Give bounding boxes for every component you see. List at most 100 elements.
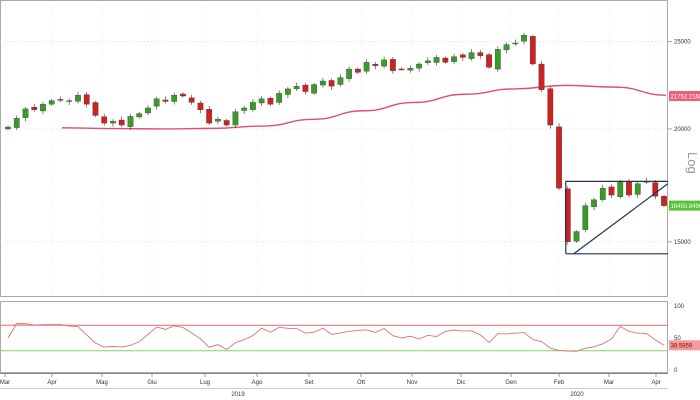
- candle-down: [355, 68, 361, 73]
- axis-labels: 15000 20000 25000 100 50 0 Mar Apr Mag Giu Lug Ago S…: [0, 39, 691, 398]
- candle-up: [40, 104, 46, 112]
- candle-up: [285, 88, 291, 95]
- candle-down: [608, 186, 615, 196]
- candle-up: [573, 231, 580, 242]
- candle-up: [634, 183, 641, 195]
- candle-up: [433, 57, 440, 63]
- candle-down: [538, 63, 545, 90]
- candle-down: [206, 109, 213, 124]
- candle-up: [153, 98, 160, 107]
- rsi-badge-bg: [669, 340, 700, 351]
- year-label: 2019: [231, 392, 245, 398]
- price-panel: [0, 0, 668, 297]
- candle-down: [626, 181, 632, 196]
- candle-up: [22, 108, 29, 118]
- candle-up: [75, 94, 81, 102]
- rsi-tick-label: 100: [674, 304, 685, 310]
- candle-up: [66, 100, 73, 102]
- candle-up: [136, 113, 143, 118]
- candle-up: [48, 100, 55, 105]
- candle-up: [451, 56, 457, 62]
- candle-down: [529, 36, 536, 65]
- candle-down: [267, 98, 274, 105]
- candle-down: [661, 196, 667, 206]
- candle-up: [171, 94, 178, 102]
- last-price-badge: 16450.8496: [671, 204, 700, 210]
- candle-up: [617, 181, 624, 197]
- date-tick-label: Nov: [407, 380, 418, 386]
- candle-down: [442, 57, 449, 63]
- candle-up: [424, 60, 431, 63]
- candle-up: [5, 126, 11, 130]
- candle-down: [564, 188, 571, 242]
- date-tick-label: Mag: [96, 380, 108, 386]
- candle-down: [188, 97, 195, 103]
- date-tick-label: Mar: [604, 380, 614, 386]
- candle-up: [232, 111, 239, 126]
- candle-down: [302, 84, 309, 92]
- candle-up: [381, 59, 387, 67]
- rsi-panel: [0, 301, 668, 373]
- candle-up: [293, 86, 300, 90]
- price-tick-label: 25000: [674, 39, 691, 45]
- date-tick-label: Set: [304, 380, 313, 386]
- candle-down: [118, 119, 125, 126]
- candle-up: [145, 107, 151, 114]
- candle-down: [92, 102, 99, 116]
- moving-average-line: [61, 84, 667, 130]
- candle-up: [599, 187, 606, 200]
- rising-trendline: [573, 183, 669, 255]
- candle-down: [486, 54, 492, 68]
- candle-up: [258, 98, 265, 104]
- candle-down: [101, 116, 108, 124]
- date-tick-label: Giu: [147, 380, 156, 386]
- candle-up: [337, 77, 344, 85]
- date-tick-label: Feb: [554, 380, 565, 386]
- date-tick-label: Gen: [505, 380, 516, 386]
- candle-down: [223, 120, 230, 126]
- log-scale-label: Log: [685, 152, 700, 174]
- candle-down: [389, 59, 396, 71]
- last-price-badge-bg: [669, 200, 700, 211]
- price-tick-label: 20000: [674, 127, 691, 133]
- candle-down: [398, 68, 405, 71]
- candle-up: [363, 62, 370, 72]
- date-tick-label: Ott: [357, 380, 365, 386]
- date-tick-label: Apr: [651, 380, 660, 386]
- candle-up: [110, 121, 116, 124]
- candle-up: [468, 52, 475, 59]
- value-badges: 21752.2168 16450.8496 38.5959: [669, 91, 700, 351]
- candle-up: [591, 199, 597, 207]
- candle-down: [197, 102, 204, 110]
- rsi-layer: [0, 323, 668, 352]
- candle-up: [494, 49, 501, 70]
- candle-down: [652, 182, 659, 197]
- candle-down: [162, 99, 169, 102]
- year-label: 2020: [570, 392, 584, 398]
- candle-up: [241, 107, 248, 111]
- candle-up: [13, 118, 20, 128]
- candle-up: [582, 205, 589, 230]
- date-tick-label: Mar: [0, 380, 10, 386]
- rsi-line: [7, 323, 665, 352]
- moving-average-layer: [61, 84, 667, 130]
- grid-lines: [0, 4, 672, 377]
- candle-up: [521, 35, 527, 42]
- candle-up: [276, 93, 283, 103]
- candle-down: [459, 54, 466, 58]
- candle-up: [250, 102, 256, 110]
- candle-down: [180, 93, 186, 97]
- candle-down: [31, 106, 38, 110]
- candle-down: [372, 63, 379, 66]
- price-tick-label: 15000: [674, 240, 691, 246]
- candle-up: [512, 42, 519, 45]
- rsi-badge: 38.5959: [671, 344, 693, 350]
- date-tick-label: Apr: [47, 380, 56, 386]
- candle-down: [556, 126, 562, 189]
- candle-up: [503, 44, 510, 51]
- date-tick-label: Lug: [200, 380, 210, 386]
- pattern-layer: [565, 180, 669, 255]
- candle-down: [328, 80, 335, 87]
- candle-down: [547, 88, 554, 126]
